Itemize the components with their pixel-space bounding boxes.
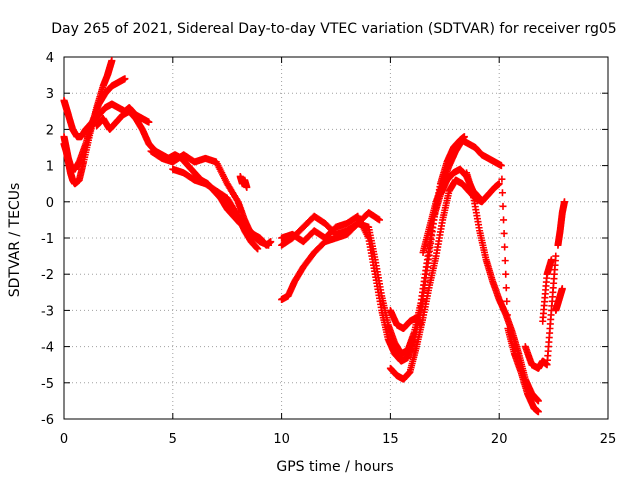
data-point — [560, 198, 568, 206]
data-point — [500, 229, 508, 237]
series-track-r — [539, 256, 555, 325]
data-point — [503, 297, 511, 305]
y-tick-label: 0 — [46, 196, 54, 211]
data-point — [495, 180, 503, 188]
y-tick-label: 3 — [46, 87, 54, 102]
data-point — [552, 252, 560, 260]
series-track-n — [386, 306, 425, 332]
x-axis-title: GPS time / hours — [276, 459, 393, 475]
data-point — [376, 216, 384, 224]
y-axis-title: SDTVAR / TECUs — [7, 183, 23, 298]
series-track-b — [60, 75, 129, 173]
y-tick-labels: -6 -5 -4 -3 -2 -1 0 1 2 3 4 — [41, 51, 54, 428]
y-tick-label: 1 — [46, 160, 54, 175]
data-point — [265, 241, 273, 249]
data-point — [243, 183, 251, 191]
y-tick-label: -1 — [41, 232, 54, 247]
chart-title: Day 265 of 2021, Sidereal Day-to-day VTE… — [51, 21, 616, 37]
y-tick-label: -6 — [41, 413, 54, 428]
series-track-e — [147, 147, 273, 249]
data-point — [498, 175, 506, 183]
series-track-p — [554, 198, 568, 249]
data-point — [501, 257, 509, 265]
data-points — [60, 57, 568, 416]
y-tick-label: -3 — [41, 304, 54, 319]
x-tick-label: 0 — [60, 432, 68, 447]
series-track-f — [169, 165, 262, 253]
data-point — [145, 118, 153, 126]
data-point — [121, 75, 129, 83]
series-track-g — [236, 172, 251, 191]
x-tick-label: 20 — [491, 432, 508, 447]
data-point — [558, 285, 566, 293]
series-track-k — [386, 176, 503, 383]
data-point — [497, 162, 505, 170]
series-track-j — [278, 209, 384, 304]
axis-ticks — [63, 56, 609, 420]
data-point — [499, 202, 507, 210]
data-point — [534, 408, 542, 416]
y-tick-label: 4 — [46, 51, 54, 66]
x-tick-label: 25 — [600, 432, 617, 447]
y-tick-label: -4 — [41, 341, 54, 356]
data-point — [108, 57, 116, 65]
data-point — [501, 243, 509, 251]
data-point — [547, 256, 555, 264]
y-tick-label: -5 — [41, 377, 54, 392]
series-track-m — [463, 169, 542, 405]
x-tick-label: 10 — [273, 432, 290, 447]
data-point — [502, 270, 510, 278]
data-point — [417, 321, 425, 329]
data-point — [502, 284, 510, 292]
data-point — [500, 216, 508, 224]
x-tick-labels: 0 5 10 15 20 25 — [60, 432, 616, 447]
data-point — [534, 397, 542, 405]
y-tick-label: -2 — [41, 268, 54, 283]
series-track-o — [521, 252, 560, 372]
series-track-l — [419, 136, 542, 416]
x-tick-label: 15 — [382, 432, 399, 447]
y-tick-label: 2 — [46, 123, 54, 138]
data-point — [254, 245, 262, 253]
series-track-q — [552, 285, 566, 314]
data-point — [498, 189, 506, 197]
x-tick-label: 5 — [169, 432, 177, 447]
